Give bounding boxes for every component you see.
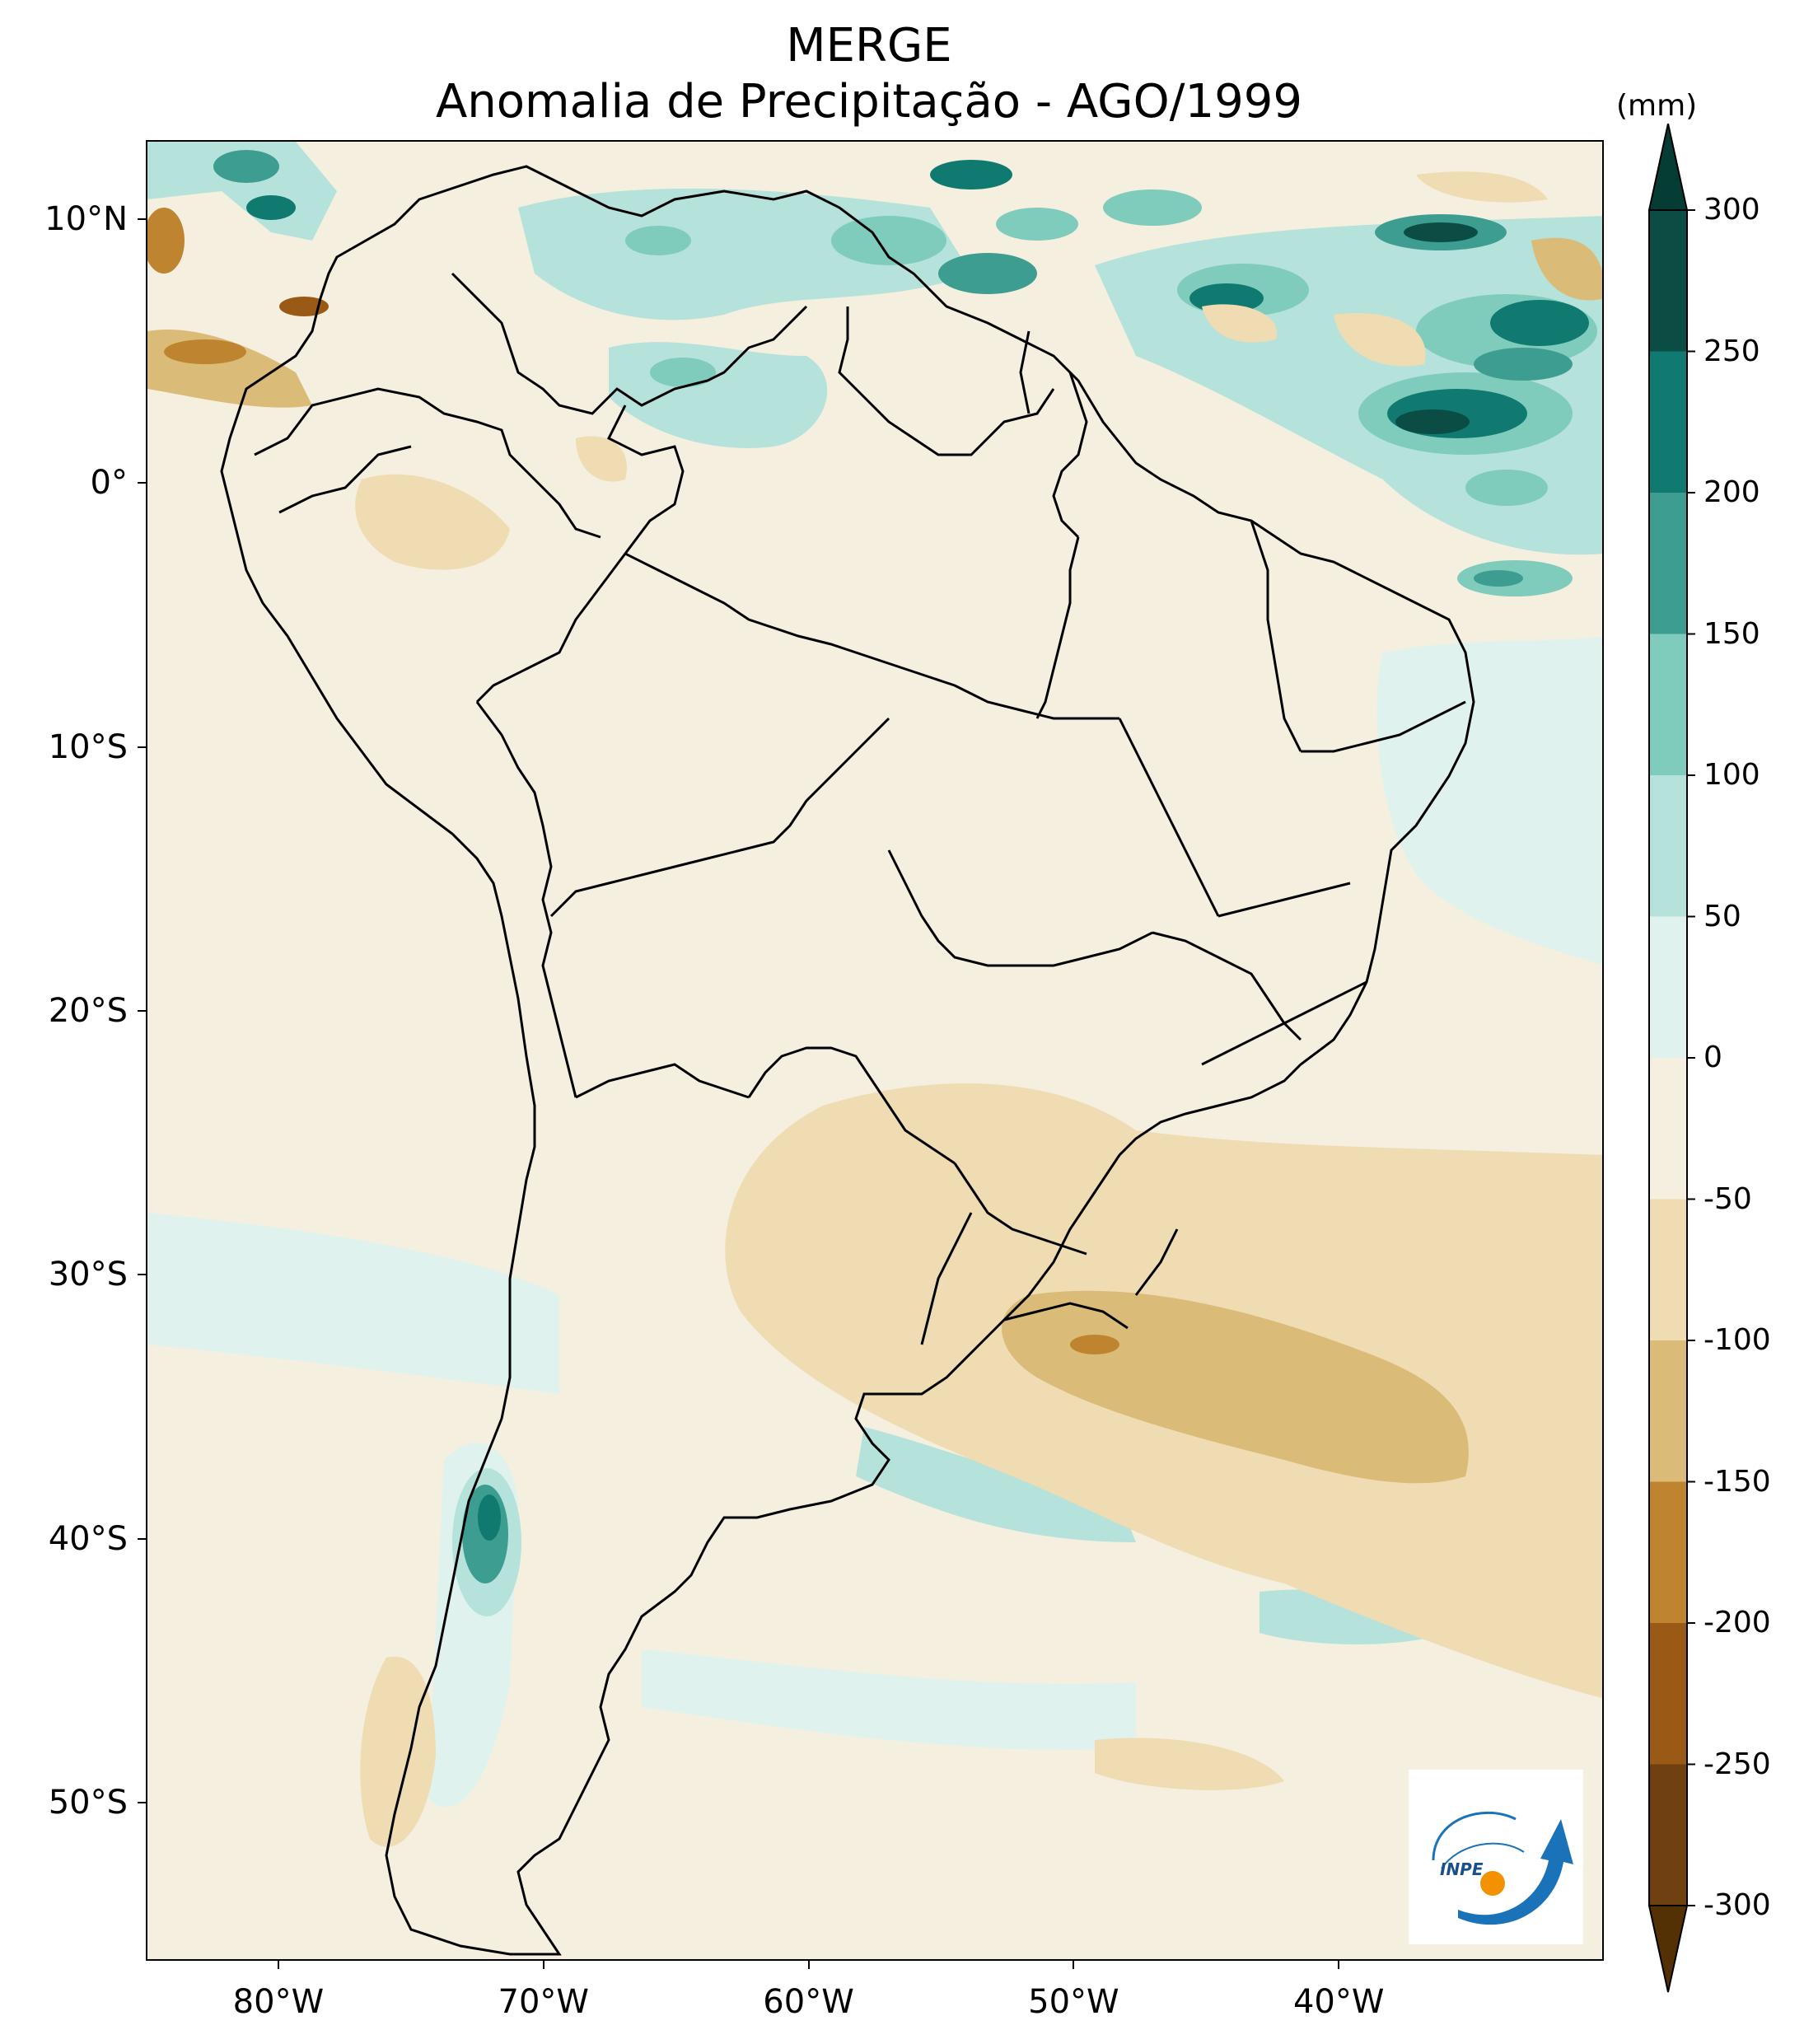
x-tick-mark	[542, 1961, 544, 1969]
colorbar-level-label: -50	[1704, 1181, 1752, 1216]
colorbar-level-label: 100	[1704, 758, 1760, 792]
x-tick-label: 60°W	[763, 1983, 854, 2021]
y-tick-mark	[138, 1537, 146, 1540]
colorbar-segment	[1649, 1199, 1687, 1341]
colorbar-extend-top	[1647, 124, 1689, 211]
y-tick-mark	[138, 482, 146, 484]
colorbar-level-label: 0	[1704, 1041, 1722, 1074]
y-tick-mark	[138, 218, 146, 221]
x-tick-label: 40°W	[1292, 1983, 1385, 2021]
y-tick-label: 0°	[90, 464, 128, 503]
y-tick-mark	[138, 1801, 146, 1803]
colorbar-segment	[1649, 210, 1687, 352]
x-tick-label: 70°W	[498, 1983, 589, 2021]
y-tick-label: 50°S	[48, 1783, 128, 1822]
colorbar-segment	[1649, 1764, 1687, 1906]
colorbar-segment	[1649, 1340, 1687, 1482]
colorbar	[1647, 124, 1695, 1993]
y-tick-mark	[138, 1009, 146, 1012]
colorbar-level-label: -200	[1704, 1606, 1771, 1639]
y-tick-label: 30°S	[48, 1256, 128, 1294]
map-canvas	[147, 142, 1602, 1956]
y-tick-label: 20°S	[48, 991, 128, 1030]
colorbar-level-label: -250	[1704, 1747, 1771, 1781]
y-tick-label: 10°S	[48, 727, 128, 766]
colorbar-segment	[1649, 1481, 1687, 1624]
x-tick-label: 50°W	[1028, 1983, 1119, 2021]
colorbar-extend-bottom	[1647, 1905, 1689, 1993]
inpe-logo-graphic: INPE	[1432, 1811, 1573, 1925]
y-tick-mark	[138, 1274, 146, 1276]
x-tick-label: 80°W	[232, 1983, 325, 2021]
continent-outline	[220, 165, 1475, 1956]
y-tick-mark	[138, 746, 146, 748]
colorbar-level-label: -150	[1704, 1464, 1771, 1499]
colorbar-level-label: -100	[1704, 1323, 1771, 1357]
inpe-logo: INPE	[1409, 1770, 1583, 1944]
inpe-logo-text: INPE	[1440, 1859, 1484, 1879]
colorbar-level-label: 50	[1704, 899, 1741, 933]
map-title: MERGE	[786, 19, 952, 72]
x-tick-mark	[1073, 1961, 1075, 1969]
x-tick-mark	[277, 1961, 279, 1969]
colorbar-segment	[1649, 1623, 1687, 1765]
map-area	[146, 140, 1604, 1961]
country-borders	[220, 165, 1475, 1956]
colorbar-segment	[1649, 351, 1687, 493]
x-tick-mark	[1338, 1961, 1340, 1969]
colorbar-segment	[1649, 775, 1687, 917]
colorbar-level-label: 250	[1704, 334, 1760, 368]
y-tick-label: 10°N	[44, 200, 128, 239]
colorbar-segment	[1649, 916, 1687, 1059]
colorbar-segment	[1649, 634, 1687, 776]
colorbar-segment	[1649, 1058, 1687, 1200]
y-tick-label: 40°S	[48, 1519, 128, 1558]
colorbar-level-label: -300	[1704, 1888, 1771, 1922]
colorbar-segment	[1649, 493, 1687, 634]
colorbar-level-label: 200	[1704, 475, 1760, 509]
x-tick-mark	[807, 1961, 810, 1969]
colorbar-level-label: 300	[1704, 193, 1760, 227]
colorbar-unit: (mm)	[1616, 89, 1698, 123]
colorbar-level-label: 150	[1704, 616, 1760, 651]
dry-anomaly-patches	[147, 171, 1602, 1847]
map-subtitle: Anomalia de Precipitação - AGO/1999	[435, 75, 1303, 129]
